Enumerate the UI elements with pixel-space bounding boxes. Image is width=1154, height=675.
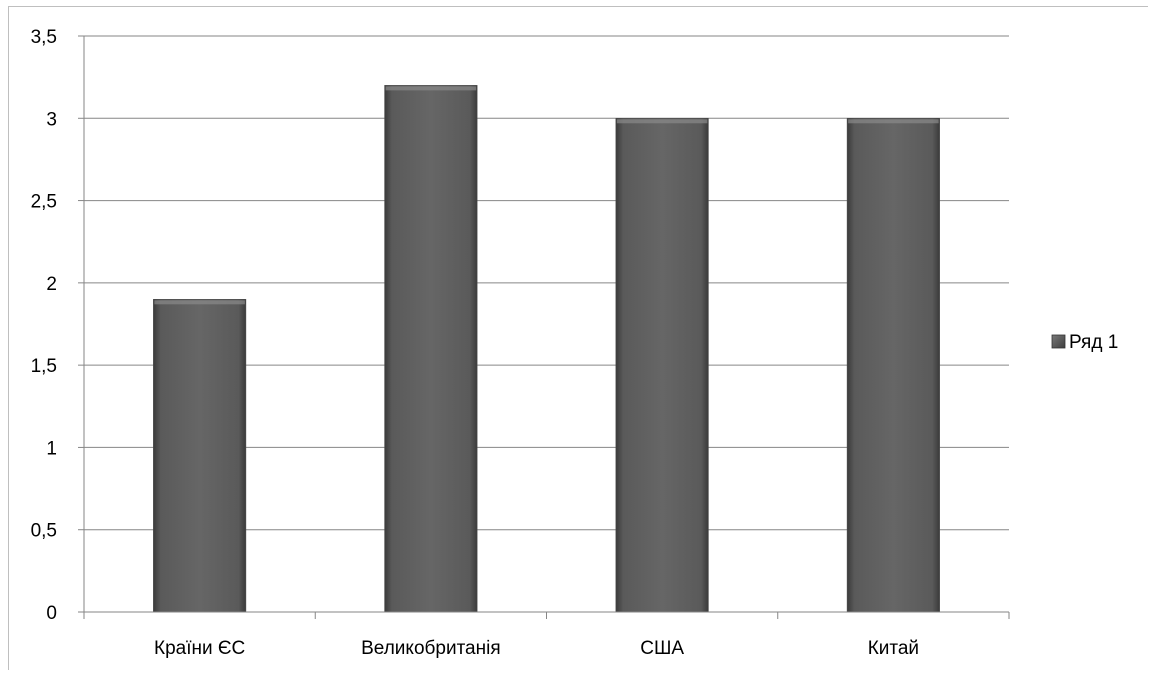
bar-3 xyxy=(846,117,940,613)
bar-highlight xyxy=(616,119,708,124)
y-tick-labels: 0 0,5 1 1,5 2 2,5 3 3,5 xyxy=(31,27,57,624)
y-tick-label: 3 xyxy=(46,109,57,130)
bar-highlight xyxy=(385,86,477,91)
bars xyxy=(153,85,940,613)
y-tick-label: 2 xyxy=(46,274,57,295)
bar-highlight xyxy=(848,119,939,124)
axes xyxy=(78,35,1010,619)
y-tick-label: 2,5 xyxy=(31,192,57,213)
chart-frame xyxy=(8,6,1148,670)
y-tick-label: 0,5 xyxy=(31,521,57,542)
legend-label-series-1: Ряд 1 xyxy=(1069,332,1118,353)
y-tick-label: 3,5 xyxy=(31,27,57,48)
x-tick-label: Китай xyxy=(868,638,919,659)
bar-highlight xyxy=(154,300,245,305)
x-tick-label: Країни ЄС xyxy=(154,638,245,659)
bar-1 xyxy=(384,85,478,613)
y-tick-label: 1 xyxy=(46,438,57,459)
legend-swatch xyxy=(1051,334,1066,349)
y-tick-label: 1,5 xyxy=(31,356,57,377)
x-tick-label: США xyxy=(640,638,684,659)
bar-0 xyxy=(153,299,247,613)
x-tick-labels: Країни ЄС Великобританія США Китай xyxy=(154,638,919,659)
x-tick-label: Великобританія xyxy=(361,638,501,659)
bar-2 xyxy=(615,117,709,613)
legend: Ряд 1 xyxy=(1051,332,1118,353)
y-tick-label: 0 xyxy=(46,603,57,624)
